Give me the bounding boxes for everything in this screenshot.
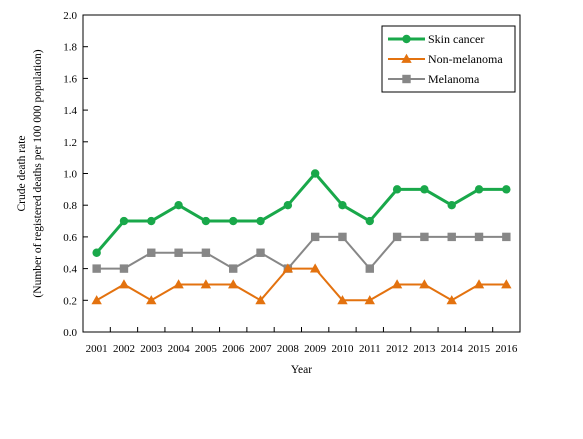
x-tick-label: 2004: [168, 343, 191, 355]
data-point: [174, 201, 183, 210]
data-point: [419, 279, 430, 289]
x-tick-label: 2016: [495, 343, 518, 355]
data-point: [229, 216, 238, 226]
series-melanoma: [92, 232, 511, 273]
data-point: [118, 279, 130, 289]
data-point: [283, 201, 293, 210]
data-point: [229, 264, 238, 273]
data-point: [338, 201, 347, 210]
y-tick-label: 0.8: [63, 200, 77, 212]
data-point: [309, 263, 321, 273]
x-tick-label: 2014: [441, 343, 464, 355]
legend-label: Skin cancer: [428, 32, 484, 46]
data-point: [256, 248, 265, 257]
data-point: [92, 264, 101, 273]
data-point: [391, 279, 403, 289]
data-point: [147, 248, 156, 257]
data-point: [201, 216, 211, 226]
data-point: [91, 295, 102, 305]
data-point: [502, 185, 511, 194]
data-point: [119, 216, 129, 226]
x-tick-label: 2006: [222, 343, 245, 355]
series-non-melanoma: [91, 263, 512, 305]
series-line: [96, 267, 507, 302]
legend-item: Skin cancer: [388, 32, 484, 46]
data-point: [228, 279, 239, 289]
y-tick-label: 1.8: [63, 42, 77, 54]
data-point: [310, 232, 320, 242]
data-point: [146, 295, 157, 305]
legend-swatch-marker: [402, 74, 411, 84]
y-tick-label: 1.0: [63, 169, 77, 181]
data-point: [119, 264, 129, 273]
x-tick-label: 2008: [277, 343, 300, 355]
data-point: [364, 295, 375, 305]
data-point: [501, 279, 512, 289]
data-point: [502, 232, 511, 242]
data-point: [365, 264, 374, 273]
legend-swatch-marker: [401, 53, 412, 63]
data-point: [420, 232, 429, 242]
data-point: [392, 232, 402, 242]
data-point: [200, 279, 212, 289]
x-axis-label: Year: [291, 364, 312, 376]
data-point: [201, 248, 211, 257]
series-layer: [91, 169, 512, 305]
data-point: [256, 216, 265, 226]
legend-label: Non-melanoma: [428, 52, 503, 66]
x-tick-label: 2012: [386, 343, 408, 355]
x-tick-label: 2013: [413, 343, 436, 355]
x-tick-label: 2015: [468, 343, 491, 355]
y-tick-label: 1.4: [63, 105, 77, 117]
y-axis: 0.0 0.2 0.4 0.6 0.8 1.0 1.2 1.4 1.6 1.8 2.0: [63, 10, 88, 339]
data-point: [392, 185, 402, 194]
y-tick-label: 2.0: [63, 10, 77, 22]
x-tick-label: 2007: [250, 343, 273, 355]
x-tick-label: 2001: [86, 343, 108, 355]
data-point: [173, 279, 184, 289]
data-point: [310, 169, 320, 178]
legend: Skin cancer Non-melanoma Melanoma: [381, 25, 516, 93]
data-point: [255, 295, 266, 305]
data-point: [446, 295, 457, 305]
y-axis-label-line1: Crude death rate: [16, 136, 28, 212]
y-tick-label: 1.2: [63, 137, 77, 149]
data-point: [473, 279, 485, 289]
legend-swatch-marker: [402, 34, 411, 44]
data-point: [365, 216, 374, 226]
x-tick-label: 2003: [140, 343, 163, 355]
x-tick-label: 2011: [359, 343, 381, 355]
y-tick-label: 0.2: [63, 295, 77, 307]
x-tick-label: 2002: [113, 343, 135, 355]
data-point: [474, 232, 484, 242]
data-point: [92, 248, 101, 257]
data-point: [337, 295, 348, 305]
data-point: [282, 263, 294, 273]
data-point: [447, 201, 456, 210]
y-tick-label: 0.6: [63, 232, 77, 244]
x-tick-label: 2005: [195, 343, 218, 355]
data-point: [474, 185, 484, 194]
series-line: [96, 235, 507, 270]
data-point: [447, 232, 456, 242]
y-tick-label: 1.6: [63, 73, 77, 85]
y-tick-label: 0.0: [63, 327, 77, 339]
legend-item: Non-melanoma: [388, 52, 503, 66]
data-point: [174, 248, 183, 257]
data-point: [420, 185, 429, 194]
y-tick-label: 0.4: [63, 264, 77, 276]
data-point: [147, 216, 156, 226]
series-skin-cancer: [92, 169, 511, 257]
y-axis-label-line2: (Number of registered deaths per 100 000…: [32, 49, 44, 297]
x-tick-label: 2009: [304, 343, 327, 355]
legend-item: Melanoma: [388, 72, 480, 86]
x-axis: 2001 2002 2003 2004 2005 2006 2007 2008 2009 2010…: [82, 327, 521, 355]
x-tick-label: 2010: [331, 343, 354, 355]
legend-label: Melanoma: [428, 72, 480, 86]
data-point: [338, 232, 347, 242]
series-line: [95, 172, 507, 254]
